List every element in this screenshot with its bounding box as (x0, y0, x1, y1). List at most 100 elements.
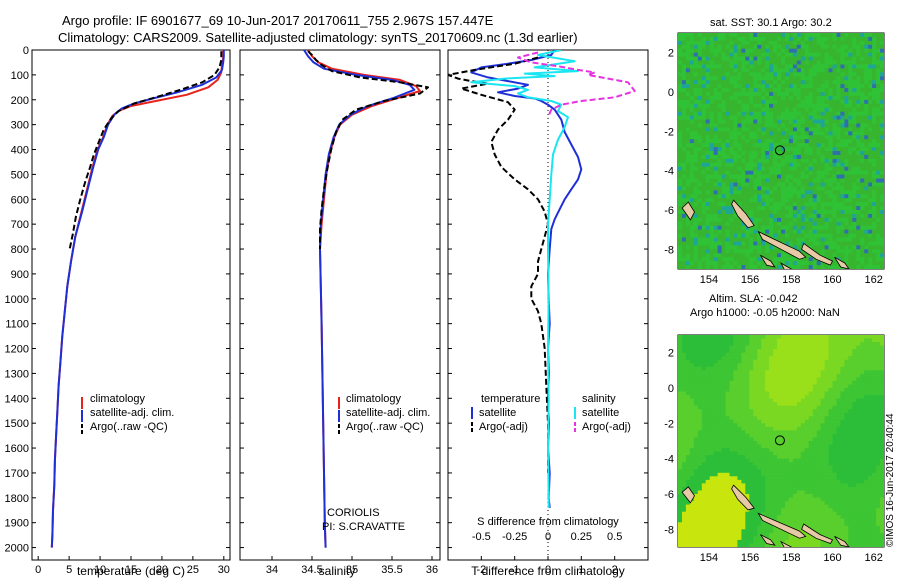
map1-cell (745, 151, 750, 156)
map1-cell (816, 48, 822, 54)
map1-cell (820, 44, 826, 50)
map1-cell (848, 131, 853, 136)
map2-cell (697, 419, 703, 424)
map2-cell (852, 377, 857, 382)
map1-cell (757, 170, 762, 176)
map2-cell (678, 437, 683, 442)
map2-cell (808, 433, 814, 438)
map1-cell (721, 99, 727, 105)
map1-cell (800, 72, 806, 77)
depth-tick-label: 1800 (5, 493, 29, 505)
map1-cell (709, 88, 715, 93)
map1-cell (804, 147, 810, 152)
map2-cell (872, 384, 877, 389)
map1-cell (753, 241, 758, 246)
map1-cell (796, 143, 802, 148)
map1-cell (697, 33, 703, 38)
map1-cell (836, 186, 842, 191)
map1-cell (697, 174, 703, 180)
map1-cell (678, 174, 683, 180)
map2-cell (804, 412, 810, 417)
map1-cell (729, 76, 735, 81)
map1-cell (812, 261, 818, 266)
map1-cell (880, 33, 884, 38)
map2-cell (872, 433, 877, 438)
map1-cell (765, 245, 770, 250)
map1-cell (757, 265, 762, 269)
map2-cell (880, 419, 884, 424)
map2-cell (689, 363, 695, 368)
map1-cell (796, 92, 802, 97)
map1-cell (769, 111, 774, 117)
map1-cell (693, 202, 699, 207)
map2-cell (860, 433, 865, 438)
map1-cell (777, 190, 782, 195)
map1-cell (709, 84, 715, 89)
map1-cell (757, 154, 762, 160)
map1-cell (785, 166, 790, 172)
map1-cell (689, 123, 695, 128)
map1-cell (741, 84, 746, 89)
map2-cell (852, 388, 857, 393)
map2-cell (820, 380, 826, 385)
map1-cell (828, 229, 834, 235)
map2-cell (733, 342, 739, 347)
map1-cell (824, 56, 830, 62)
map2-cell (713, 437, 719, 442)
map1-cell (860, 123, 865, 128)
map2-cell (872, 338, 877, 343)
map1-cell (812, 225, 818, 231)
map1-cell (689, 249, 695, 254)
map1-cell (753, 147, 758, 152)
map2-cell (701, 391, 707, 396)
map1-cell (836, 72, 842, 77)
map1-cell (796, 225, 802, 231)
map1-cell (721, 174, 727, 180)
map1-cell (785, 111, 790, 117)
map1-cell (729, 139, 735, 144)
map2-cell (808, 363, 814, 368)
map2-cell (820, 388, 826, 393)
map1-cell (697, 143, 703, 148)
map2-cell (856, 395, 861, 400)
map1-cell (848, 221, 853, 227)
map1-cell (757, 166, 762, 172)
map2-cell (792, 402, 798, 407)
map2-cell (832, 433, 838, 438)
map2-cell (800, 345, 806, 350)
map1-cell (705, 194, 711, 199)
map2-cell (713, 345, 719, 350)
map2-cell (796, 366, 802, 371)
map1-cell (848, 186, 853, 191)
map1-cell (852, 158, 857, 164)
map2-cell (788, 426, 794, 431)
map2-cell (725, 441, 731, 446)
map1-cell (682, 245, 687, 250)
map2-cell (777, 391, 782, 396)
map1-cell (840, 107, 845, 113)
map2-cell (729, 349, 735, 354)
map1-cell (717, 95, 723, 101)
map1-cell (856, 154, 861, 160)
map1-cell (777, 107, 782, 113)
map1-cell (781, 33, 786, 38)
map2-cell (709, 426, 715, 431)
map1-cell (753, 84, 758, 89)
map1-cell (737, 52, 742, 58)
map1-cell (868, 92, 873, 97)
map2-cell (697, 423, 703, 428)
map1-cell (868, 64, 873, 69)
map1-cell (717, 40, 723, 46)
map2-cell (725, 437, 731, 442)
map1-cell (761, 206, 766, 211)
map1-cell (848, 213, 853, 219)
map1-cell (697, 154, 703, 160)
map1-cell (856, 237, 861, 242)
map2-cell (745, 345, 750, 350)
map2-cell (860, 370, 865, 375)
map1-cell (860, 178, 865, 183)
map1-cell (804, 198, 810, 203)
map2-cell (721, 430, 727, 435)
map1-cell (713, 253, 719, 258)
map1-cell (685, 107, 691, 113)
